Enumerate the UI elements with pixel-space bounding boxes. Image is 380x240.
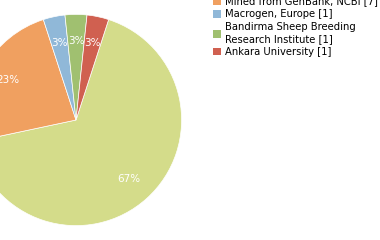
Text: 67%: 67%: [117, 174, 141, 184]
Wedge shape: [43, 15, 76, 120]
Wedge shape: [0, 20, 182, 226]
Text: 23%: 23%: [0, 75, 19, 85]
Wedge shape: [65, 14, 87, 120]
Legend: Ankara University
Biotechnology Institute [20], Mined from GenBank, NCBI [7], Ma: Ankara University Biotechnology Institut…: [213, 0, 378, 57]
Text: 3%: 3%: [68, 36, 84, 46]
Wedge shape: [76, 15, 109, 120]
Wedge shape: [0, 20, 76, 142]
Text: 3%: 3%: [51, 37, 68, 48]
Text: 3%: 3%: [84, 37, 101, 48]
